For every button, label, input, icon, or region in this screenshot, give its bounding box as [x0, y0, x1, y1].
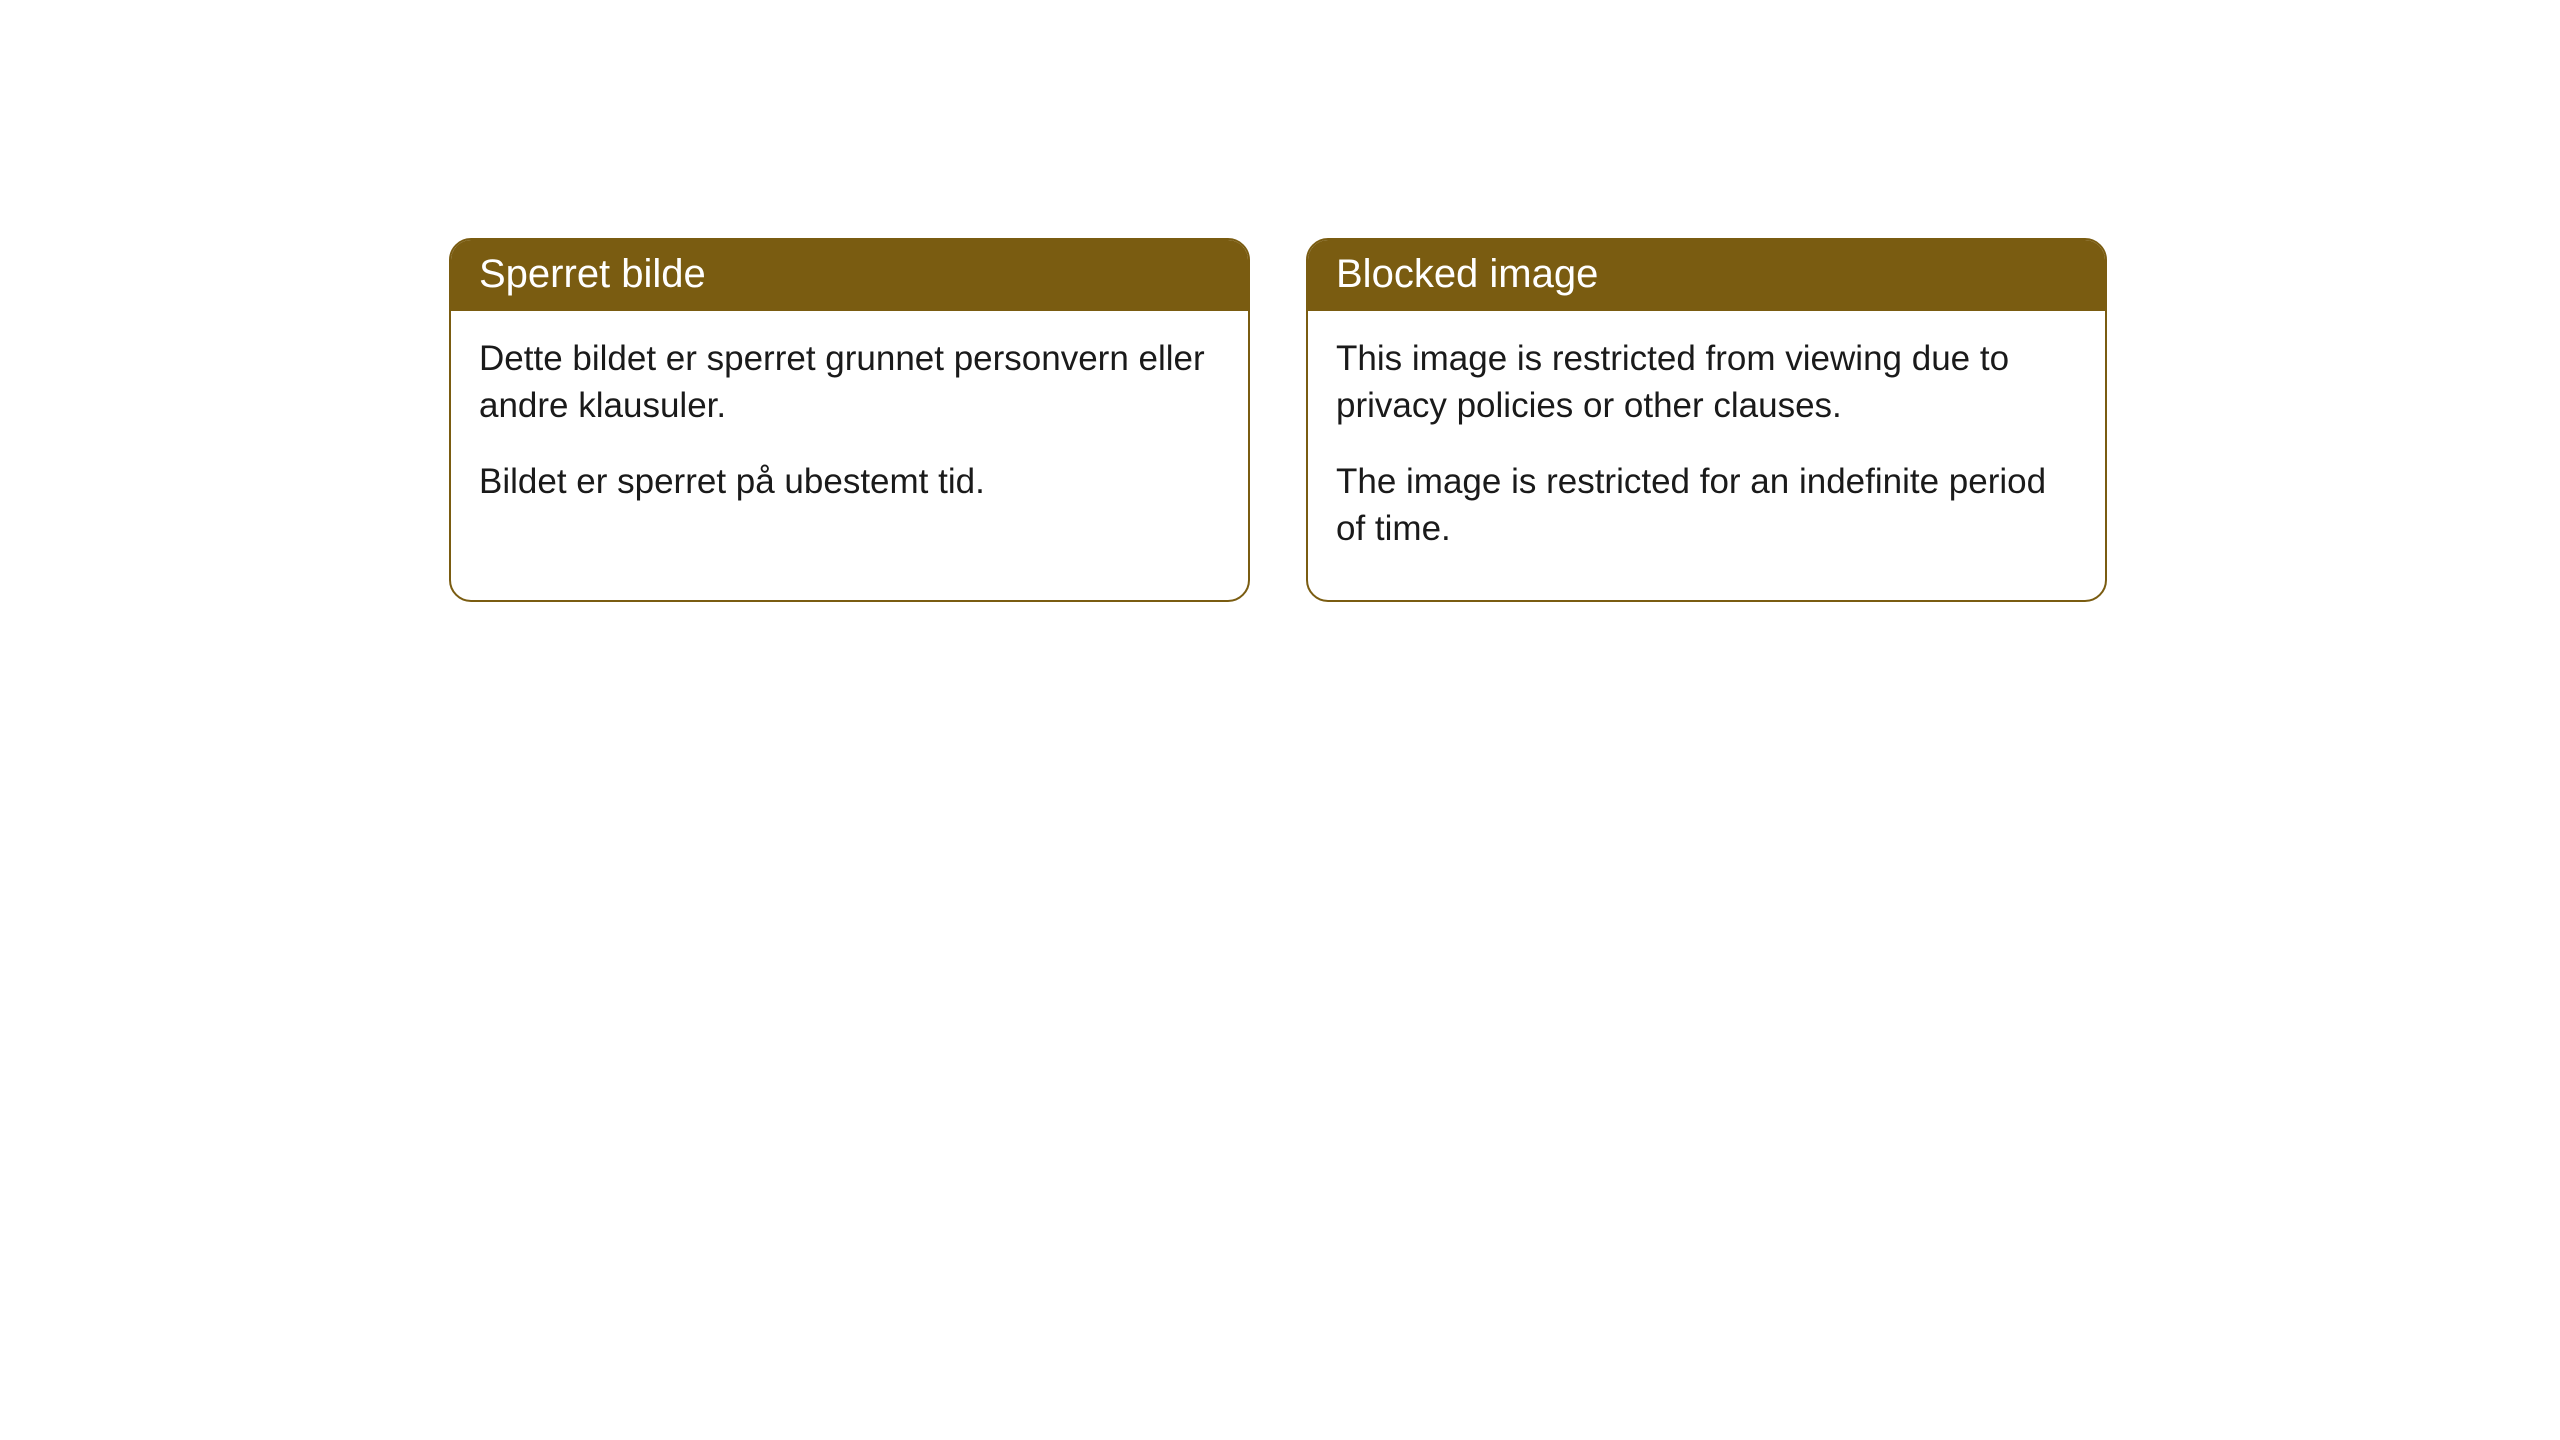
notice-card-english: Blocked image This image is restricted f… [1306, 238, 2107, 602]
notice-cards-container: Sperret bilde Dette bildet er sperret gr… [449, 238, 2107, 602]
card-paragraph-norwegian-1: Dette bildet er sperret grunnet personve… [479, 335, 1220, 430]
notice-card-norwegian: Sperret bilde Dette bildet er sperret gr… [449, 238, 1250, 602]
card-paragraph-norwegian-2: Bildet er sperret på ubestemt tid. [479, 458, 1220, 505]
card-paragraph-english-1: This image is restricted from viewing du… [1336, 335, 2077, 430]
card-body-english: This image is restricted from viewing du… [1308, 311, 2105, 600]
card-header-english: Blocked image [1308, 240, 2105, 311]
card-header-norwegian: Sperret bilde [451, 240, 1248, 311]
card-body-norwegian: Dette bildet er sperret grunnet personve… [451, 311, 1248, 553]
card-paragraph-english-2: The image is restricted for an indefinit… [1336, 458, 2077, 553]
